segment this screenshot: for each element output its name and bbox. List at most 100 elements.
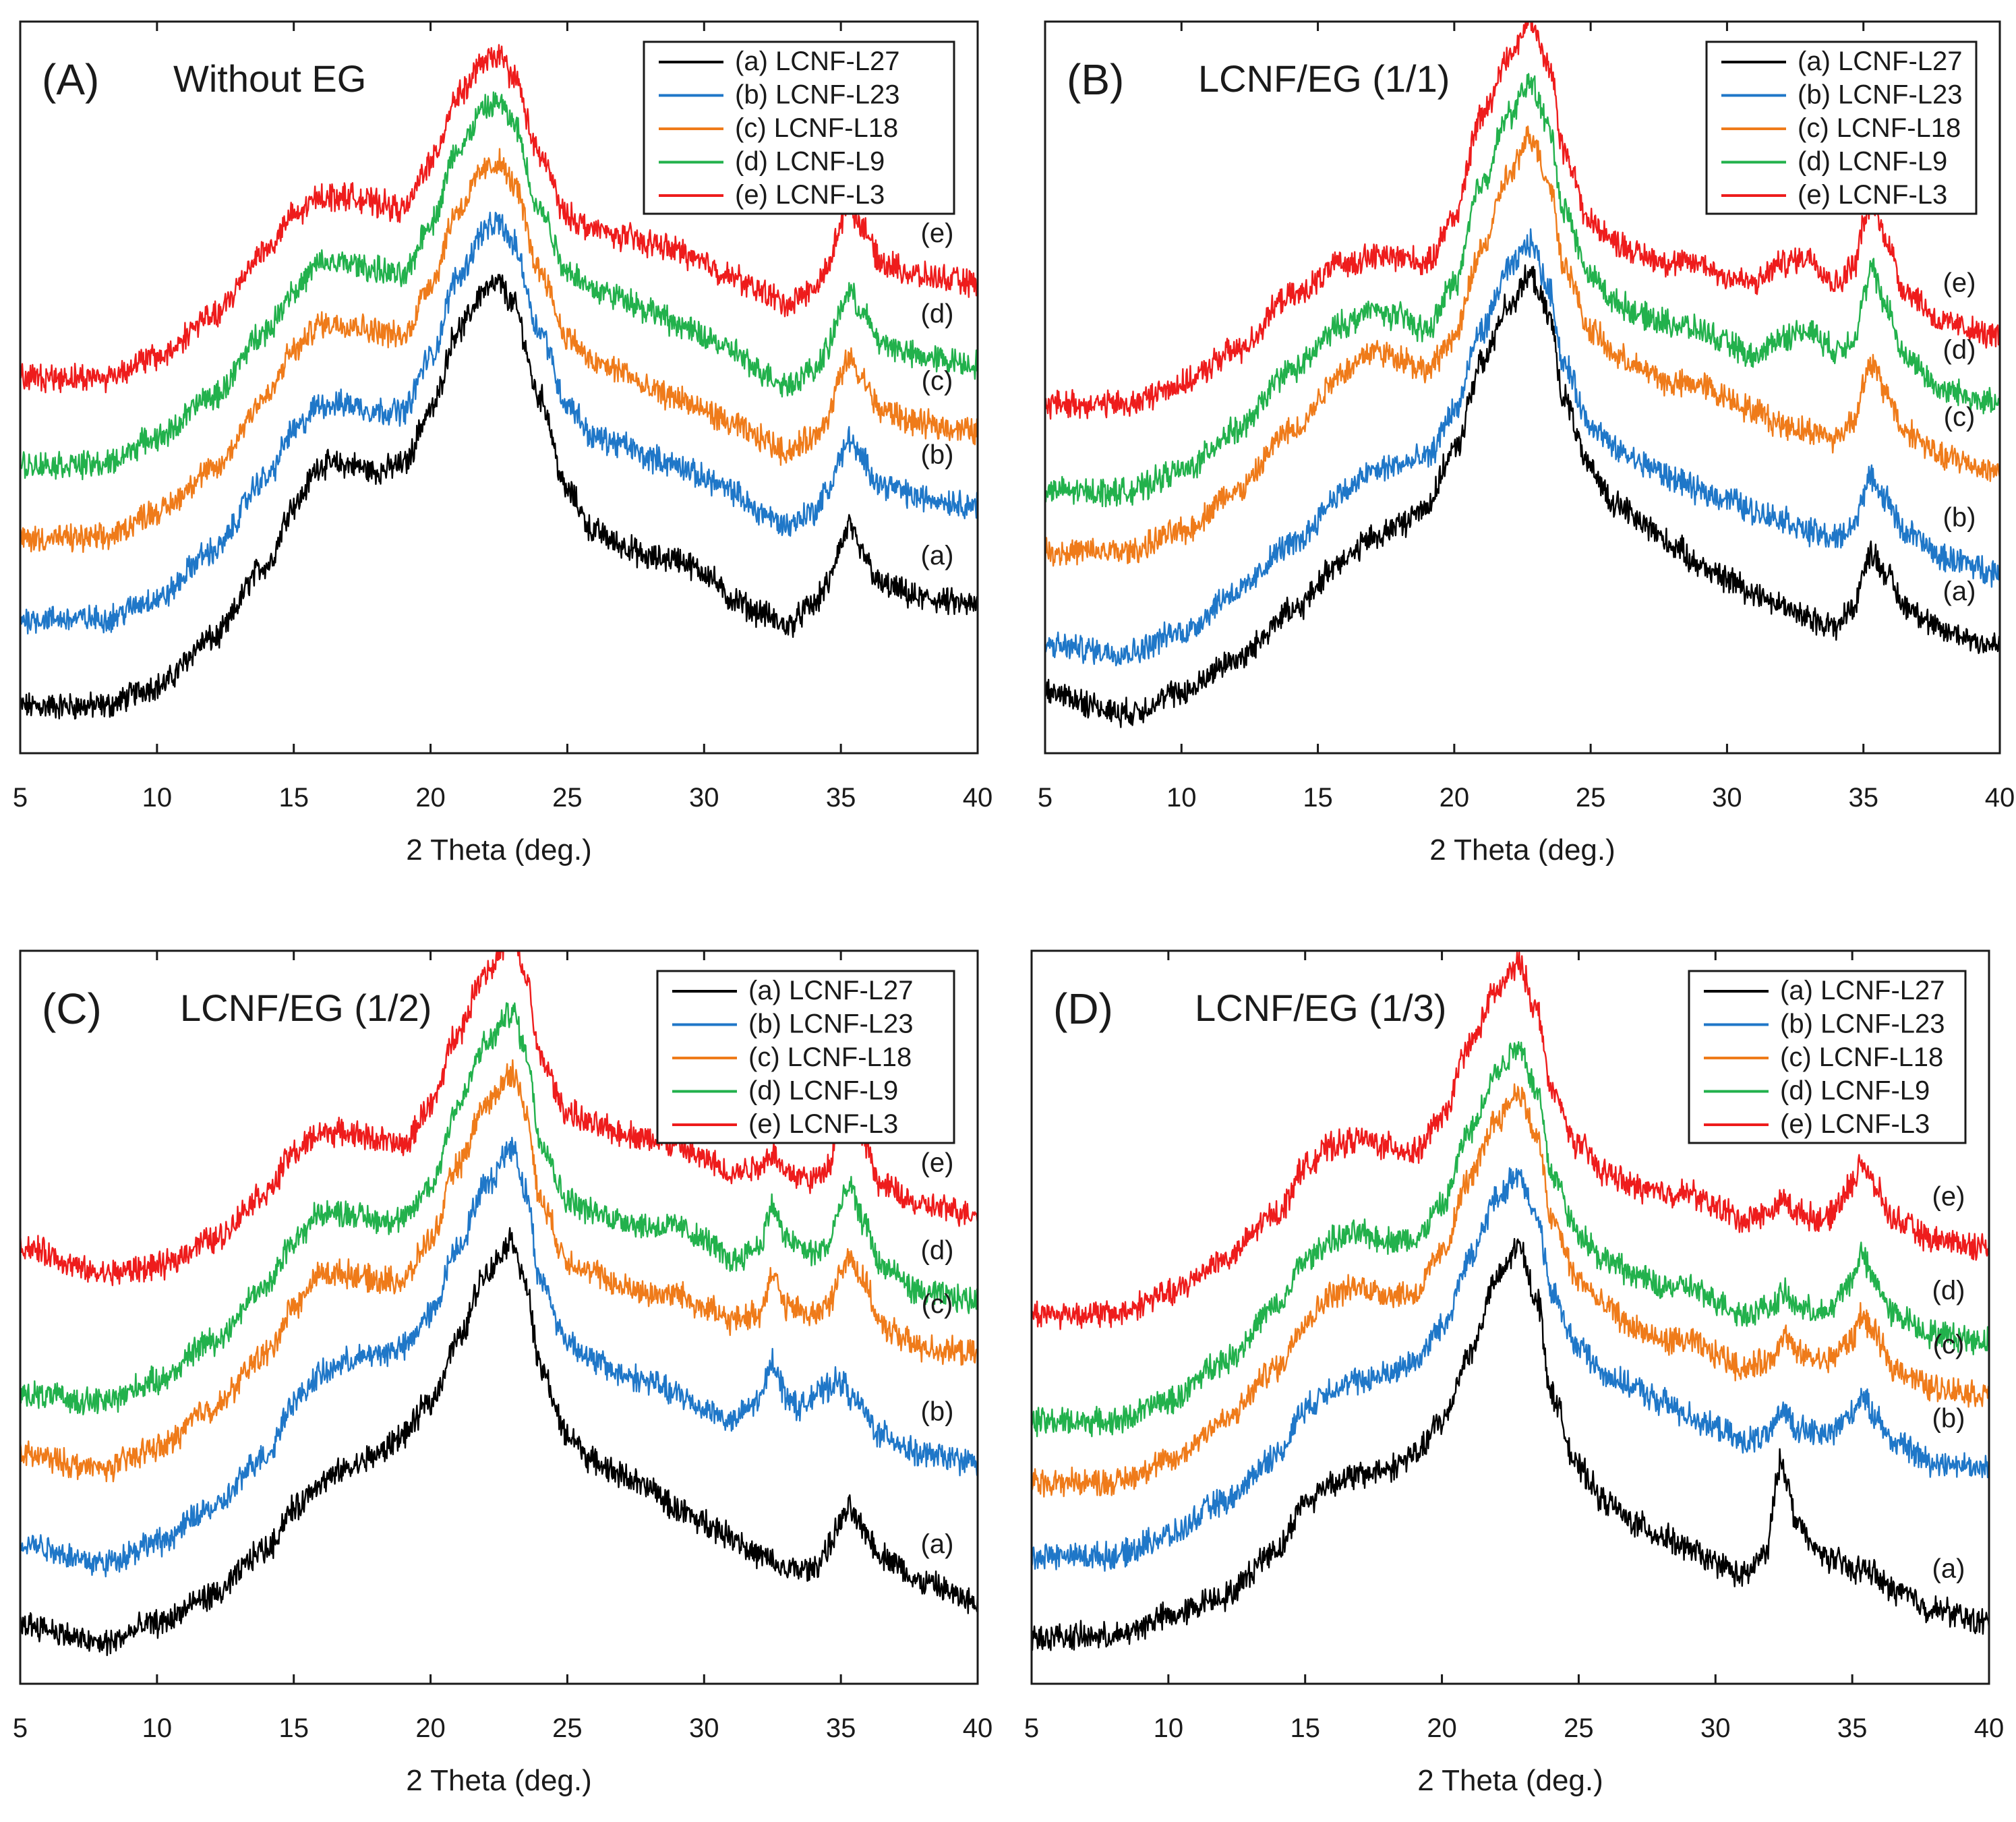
x-tick-label: 40 [963,783,993,813]
legend-entry: (d) LCNF-L9 [1780,1076,1930,1106]
curve-label: (d) [921,299,954,329]
trace-e-b [1045,22,2000,420]
x-axis-label: 2 Theta (deg.) [406,1764,592,1797]
trace-a-b [1045,264,2000,728]
x-tick-label: 15 [278,783,309,813]
x-tick-label: 35 [826,783,856,813]
legend-entry: (a) LCNF-L27 [1780,976,1945,1005]
x-tick-label: 10 [1154,1713,1184,1743]
curve-label: (a) [921,541,954,570]
panel-b: (a) (b) (c) (d) (e) 5 10 15 20 25 30 35 40 2 Theta (d… [1038,20,2015,866]
x-tick-label: 20 [415,1713,446,1743]
curve-label: (d) [1943,335,1976,365]
curve-label: (a) [1932,1554,1965,1583]
panel-tag: (B) [1067,55,1124,104]
x-tick-label: 15 [1290,1713,1320,1743]
x-tick-label: 35 [1848,783,1878,813]
curve-label: (b) [921,1397,954,1427]
curve-label: (e) [1932,1182,1965,1212]
traces [20,951,978,1656]
legend-entry: (c) LCNF-L18 [748,1042,912,1072]
trace-e-a [20,44,978,394]
x-tick-label: 15 [278,1713,309,1743]
trace-e-d [1032,951,1989,1330]
x-tick-label: 5 [13,783,28,813]
legend-entry: (d) LCNF-L9 [735,147,885,177]
curve-label: (d) [1932,1276,1965,1305]
panel-title: LCNF/EG (1/3) [1195,987,1446,1029]
x-tick-label: 20 [1440,783,1470,813]
panel-d: (a) (b) (c) (d) (e) 5 10 15 20 25 30 35 40 2 Theta (d… [1024,949,2005,1797]
x-tick-label: 30 [1700,1713,1731,1743]
curve-label: (e) [921,218,954,248]
legend-entry: (a) LCNF-L27 [735,47,900,76]
legend: (a) LCNF-L27 (b) LCNF-L23(c) LCNF-L18 (d) … [643,40,955,215]
x-tick-label: 25 [552,1713,583,1743]
legend-entry: (e) LCNF-L3 [1780,1109,1930,1139]
x-tick-label: 5 [1038,783,1053,813]
panel-tag: (D) [1053,985,1113,1033]
x-tick-label: 5 [13,1713,28,1743]
trace-a-d [1032,1237,1989,1651]
x-tick-label: 25 [552,783,583,813]
x-axis-label: 2 Theta (deg.) [1429,833,1615,866]
trace-b-d [1032,1167,1989,1572]
legend-entry: (c) LCNF-L18 [1798,113,1961,143]
plot-frame [19,949,979,1685]
legend-entry: (d) LCNF-L9 [748,1076,898,1106]
curve-label: (e) [1943,268,1976,297]
x-tick-label: 40 [963,1713,993,1743]
x-tick-label: 10 [142,783,173,813]
x-tick-label: 40 [1974,1713,2005,1743]
legend-entry: (b) LCNF-L23 [1798,80,1963,110]
trace-c-a [20,148,978,553]
x-tick-label: 30 [1712,783,1742,813]
trace-c-c [20,1059,978,1483]
traces [20,44,978,720]
x-tick-label: 30 [689,1713,719,1743]
x-tick-label: 25 [1576,783,1606,813]
legend-entry: (b) LCNF-L23 [748,1009,914,1039]
trace-c-b [1045,125,2000,567]
x-tick-label: 35 [826,1713,856,1743]
trace-a-c [20,1227,978,1656]
curve-label: (e) [921,1148,954,1178]
x-tick-label: 20 [415,783,446,813]
legend: (a) LCNF-L27 (b) LCNF-L23(c) LCNF-L18 (d) … [1688,970,1967,1144]
trace-b-b [1045,228,2000,667]
curve-label: (d) [921,1235,954,1265]
x-tick-label: 30 [689,783,719,813]
panel-tag: (C) [42,985,102,1033]
traces [1045,22,2000,728]
x-tick-label: 10 [142,1713,173,1743]
x-tick-label: 40 [1985,783,2015,813]
x-axis-label: 2 Theta (deg.) [406,833,592,866]
panel-a: (a) (b) (c) (d) (e) 5 10 15 20 25 30 35 40 2 Theta (d… [13,20,993,866]
legend-entry: (a) LCNF-L27 [748,976,914,1005]
legend: (a) LCNF-L27 (b) LCNF-L23(c) LCNF-L18 (d) … [656,970,955,1144]
panel-c: (a) (b) (c) (d) (e) 5 10 15 20 25 30 35 40 2 Theta (d… [13,949,993,1797]
curve-label: (c) [922,1289,953,1319]
x-tick-label: 20 [1427,1713,1457,1743]
trace-b-a [20,211,978,635]
legend-entry: (c) LCNF-L18 [1780,1042,1943,1072]
legend: (a) LCNF-L27 (b) LCNF-L23(c) LCNF-L18 (d) … [1705,40,1978,215]
x-tick-label: 35 [1837,1713,1868,1743]
legend-entry: (e) LCNF-L3 [735,180,885,210]
legend-entry: (b) LCNF-L23 [735,80,900,110]
panel-tag: (A) [42,55,99,104]
panel-title: Without EG [173,57,366,100]
curve-label: (a) [921,1529,954,1559]
legend-entry: (c) LCNF-L18 [735,113,898,143]
curve-label: (c) [922,366,953,396]
x-tick-label: 15 [1303,783,1333,813]
plot-frame [19,20,979,755]
plot-frame [1044,20,2001,755]
panel-title: LCNF/EG (1/1) [1198,57,1450,100]
x-tick-label: 10 [1166,783,1197,813]
trace-c-d [1032,1083,1989,1498]
plot-frame [1030,949,1990,1685]
trace-b-c [20,1136,978,1578]
x-tick-label: 25 [1564,1713,1594,1743]
x-tick-label: 5 [1024,1713,1039,1743]
